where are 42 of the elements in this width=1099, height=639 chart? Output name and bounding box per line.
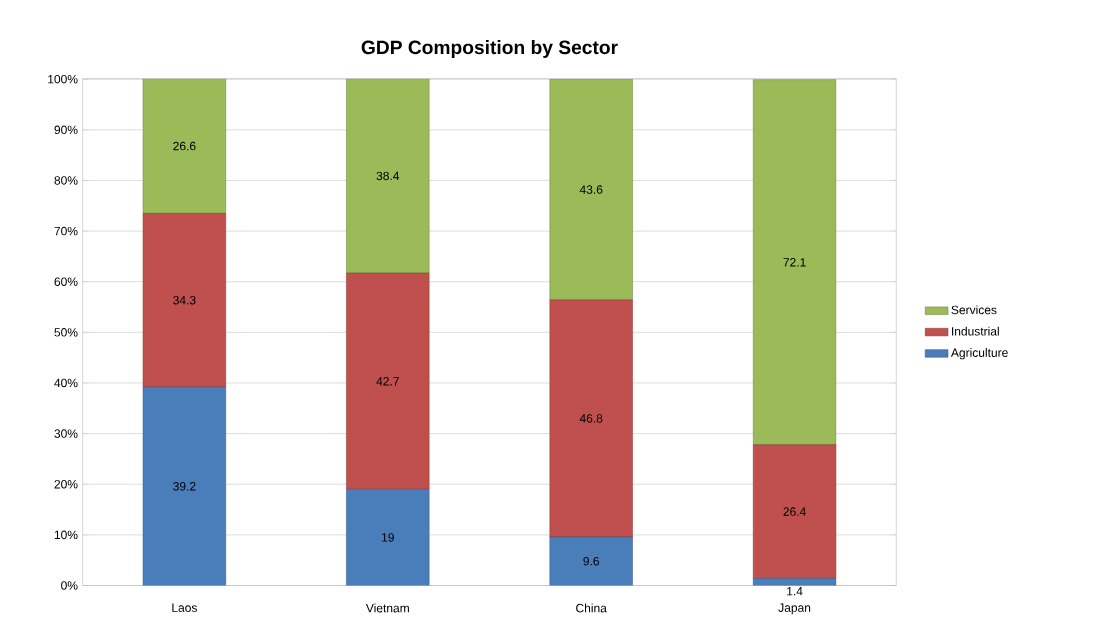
bar [346,272,430,490]
bar [142,213,227,388]
bar [752,444,837,579]
bar [142,78,227,214]
bar [346,78,430,274]
bar [549,299,633,538]
data-label: 43.6 [579,185,603,194]
legend-label: Industrial [952,326,999,336]
legend-label: Agriculture [950,348,1008,360]
y-tick-label: 90% [54,125,78,135]
x-tick-label: China [576,603,607,613]
data-label: 9.6 [583,557,599,566]
y-tick-label: 10% [54,530,78,540]
data-label: 42.7 [376,377,399,386]
y-tick-label: 20% [54,480,78,489]
y-tick-label: 100% [48,75,78,84]
data-label: 1.4 [787,587,803,596]
y-tick-label: 30% [54,429,78,438]
data-label: 39.2 [173,482,196,491]
data-label: 46.8 [579,414,603,423]
data-label: 72.1 [783,258,806,267]
data-label: 38.4 [376,171,400,181]
bar [549,536,633,586]
data-label: 26.4 [783,507,806,516]
data-label: 34.3 [173,296,196,305]
x-tick-label: Vietnam [365,603,409,613]
y-tick-label: 70% [54,226,78,236]
bar [549,78,633,301]
y-tick-label: 0% [61,581,78,590]
bar [346,489,430,586]
data-label: 26.6 [173,141,196,151]
x-tick-label: Japan [778,603,811,615]
chart-title: GDP Composition by Sector [361,40,618,59]
legend-label: Services [951,305,997,315]
y-tick-label: 40% [54,378,78,388]
y-tick-label: 50% [54,328,78,337]
bar [752,79,837,446]
bar [142,386,227,586]
data-label: 19 [382,533,394,542]
y-tick-label: 80% [54,176,78,185]
x-tick-label: Laos [172,603,197,613]
y-tick-label: 60% [54,277,78,287]
